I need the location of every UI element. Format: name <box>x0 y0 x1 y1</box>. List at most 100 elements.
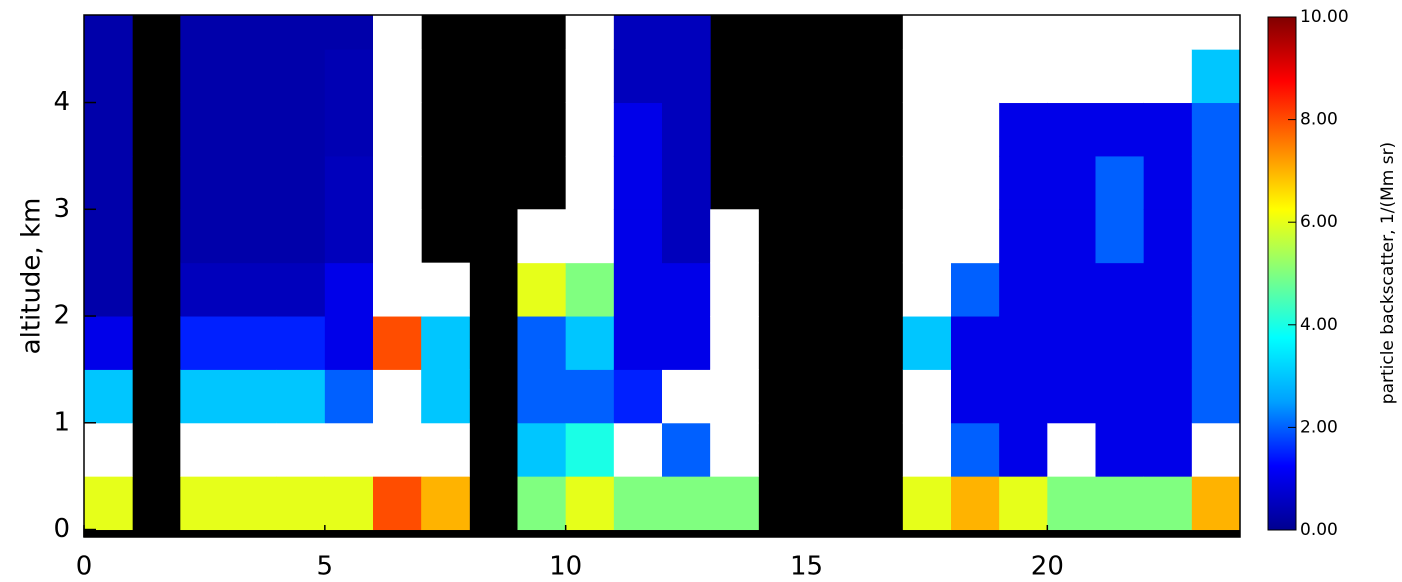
heatmap-cell <box>565 49 615 104</box>
heatmap-cell <box>324 476 374 531</box>
heatmap-cell <box>324 316 374 370</box>
heatmap-cell <box>276 102 326 157</box>
colorbar-label: particle backscatter, 1/(Mm sr) <box>1378 142 1398 404</box>
heatmap-cell <box>951 476 1000 531</box>
heatmap-cell <box>517 316 567 370</box>
heatmap-cell <box>951 316 1000 370</box>
heatmap-cell <box>999 369 1048 424</box>
heatmap-cell <box>1191 476 1241 531</box>
heatmap-cell <box>373 49 422 104</box>
heatmap-cell <box>999 476 1048 531</box>
colorbar-tick-label: 0.00 <box>1300 520 1338 540</box>
heatmap-cell <box>902 155 952 210</box>
heatmap-cell <box>662 49 711 104</box>
heatmap-cell <box>1095 476 1145 531</box>
heatmap-cell <box>565 15 615 50</box>
heatmap-cell <box>902 102 952 157</box>
heatmap-cell <box>324 262 374 317</box>
heatmap-cell <box>276 262 326 317</box>
heatmap-cell <box>276 209 326 264</box>
heatmap-cell <box>1191 262 1241 317</box>
heatmap-cell <box>1143 15 1193 50</box>
heatmap-cell <box>373 476 422 531</box>
heatmap-cell <box>180 262 229 317</box>
heatmap-cell <box>565 369 615 424</box>
heatmap-cell <box>613 15 663 50</box>
heatmap-cell <box>517 422 567 477</box>
heatmap-cell <box>1095 49 1145 104</box>
heatmap-cell <box>710 476 759 531</box>
colorbar-tick-label: 4.00 <box>1300 315 1338 335</box>
heatmap-cell <box>999 49 1048 104</box>
heatmap-cell <box>228 369 278 424</box>
heatmap-cell <box>710 369 759 424</box>
heatmap-cell <box>1143 102 1193 157</box>
heatmap-cell <box>710 316 759 370</box>
heatmap-cell <box>710 422 759 477</box>
heatmap-cell <box>1047 49 1096 104</box>
y-tick-label: 3 <box>53 194 70 224</box>
heatmap-cell <box>999 155 1048 210</box>
heatmap-cell <box>373 102 422 157</box>
heatmap-cell <box>902 422 952 477</box>
y-tick-label: 4 <box>53 87 70 117</box>
y-tick-label: 2 <box>53 301 70 331</box>
heatmap-cell <box>613 316 663 370</box>
heatmap-cell <box>228 15 278 50</box>
y-tick-label: 1 <box>53 407 70 437</box>
heatmap-cell <box>613 369 663 424</box>
x-tick-label: 10 <box>549 552 582 582</box>
heatmap-cell <box>421 476 470 531</box>
heatmap-cell <box>180 155 229 210</box>
heatmap-cell <box>84 262 133 317</box>
heatmap-cell <box>276 15 326 50</box>
heatmap-cell <box>180 476 229 531</box>
heatmap-cell <box>276 155 326 210</box>
heatmap-cell <box>999 102 1048 157</box>
heatmap-cell <box>1191 209 1241 264</box>
heatmap-cell <box>565 262 615 317</box>
heatmap-cell <box>84 422 133 477</box>
x-tick-label: 20 <box>1031 552 1064 582</box>
heatmap-cell <box>84 49 133 104</box>
heatmap-cell <box>1095 316 1145 370</box>
heatmap-cell <box>565 209 615 264</box>
heatmap-cell <box>1095 369 1145 424</box>
heatmap-cell <box>613 262 663 317</box>
heatmap-cell <box>228 49 278 104</box>
heatmap-cell <box>373 15 422 50</box>
y-axis-label: altitude, km <box>17 198 47 355</box>
heatmap-cell <box>613 422 663 477</box>
heatmap-cell <box>1095 15 1145 50</box>
heatmap-cell <box>180 316 229 370</box>
heatmap-cell <box>902 262 952 317</box>
heatmap-cell <box>1047 422 1096 477</box>
heatmap-cell <box>999 422 1048 477</box>
heatmap-cell <box>373 209 422 264</box>
heatmap-cell <box>324 209 374 264</box>
heatmap-cell <box>421 316 470 370</box>
heatmap-cell <box>951 369 1000 424</box>
heatmap-cell <box>228 316 278 370</box>
heatmap-cell <box>1095 209 1145 264</box>
heatmap-cell <box>84 316 133 370</box>
heatmap-cell <box>228 262 278 317</box>
heatmap-cell <box>710 262 759 317</box>
heatmap-cell <box>180 102 229 157</box>
heatmap-cell <box>1047 262 1096 317</box>
heatmap-cell <box>228 422 278 477</box>
heatmap-cell <box>324 369 374 424</box>
heatmap-cell <box>1143 262 1193 317</box>
heatmap-cell <box>565 476 615 531</box>
heatmap-cell <box>999 15 1048 50</box>
colorbar-tick-label: 10.00 <box>1300 7 1349 27</box>
heatmap-cell <box>1047 102 1096 157</box>
heatmap-cell <box>1047 369 1096 424</box>
heatmap-cell <box>662 476 711 531</box>
heatmap-cell <box>565 422 615 477</box>
x-tick-label: 15 <box>790 552 823 582</box>
heatmap-cell <box>1191 15 1241 50</box>
heatmap-cell <box>517 209 567 264</box>
heatmap-cell <box>228 476 278 531</box>
heatmap <box>84 15 1241 537</box>
